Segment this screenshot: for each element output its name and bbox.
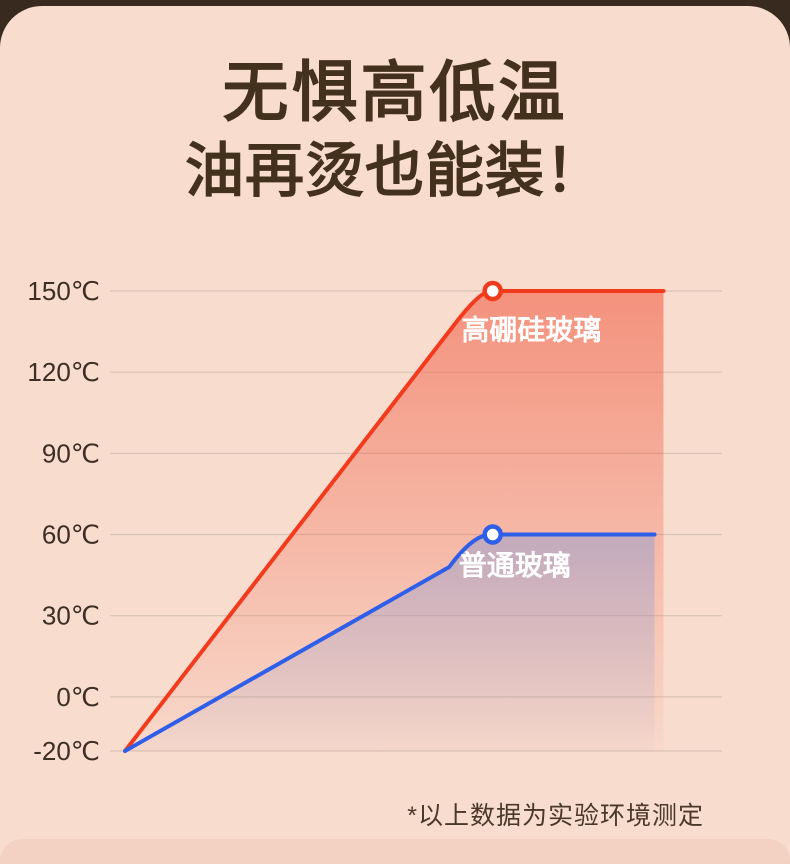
promo-section: 150℃ 120℃ 90℃ 60℃ 30℃ 0℃ -20℃ 高硼硅玻璃普通玻璃 无惧高低温 油… — [0, 6, 790, 864]
y-tick-label: 60℃ — [42, 520, 100, 550]
chart-footnote: *以上数据为实验环境测定 — [407, 802, 704, 830]
y-tick-label: 0℃ — [56, 682, 100, 712]
title-block: 无惧高低温 油再烫也能装！ — [0, 55, 790, 205]
y-tick-label: 30℃ — [42, 601, 100, 631]
y-tick-label: 150℃ — [27, 276, 100, 306]
series-label-0: 高硼硅玻璃 — [461, 315, 601, 346]
next-section-edge — [0, 839, 790, 864]
series-label-1: 普通玻璃 — [459, 550, 571, 581]
y-tick-label: 120℃ — [27, 357, 100, 387]
series-area-1 — [125, 534, 655, 751]
y-tick-label: 90℃ — [42, 438, 100, 468]
series-marker-1 — [482, 524, 503, 545]
sub-title: 油再烫也能装！ — [184, 138, 605, 205]
series-marker-0 — [482, 280, 503, 302]
y-tick-label: -20℃ — [33, 736, 100, 766]
main-title: 无惧高低温 — [222, 55, 568, 129]
